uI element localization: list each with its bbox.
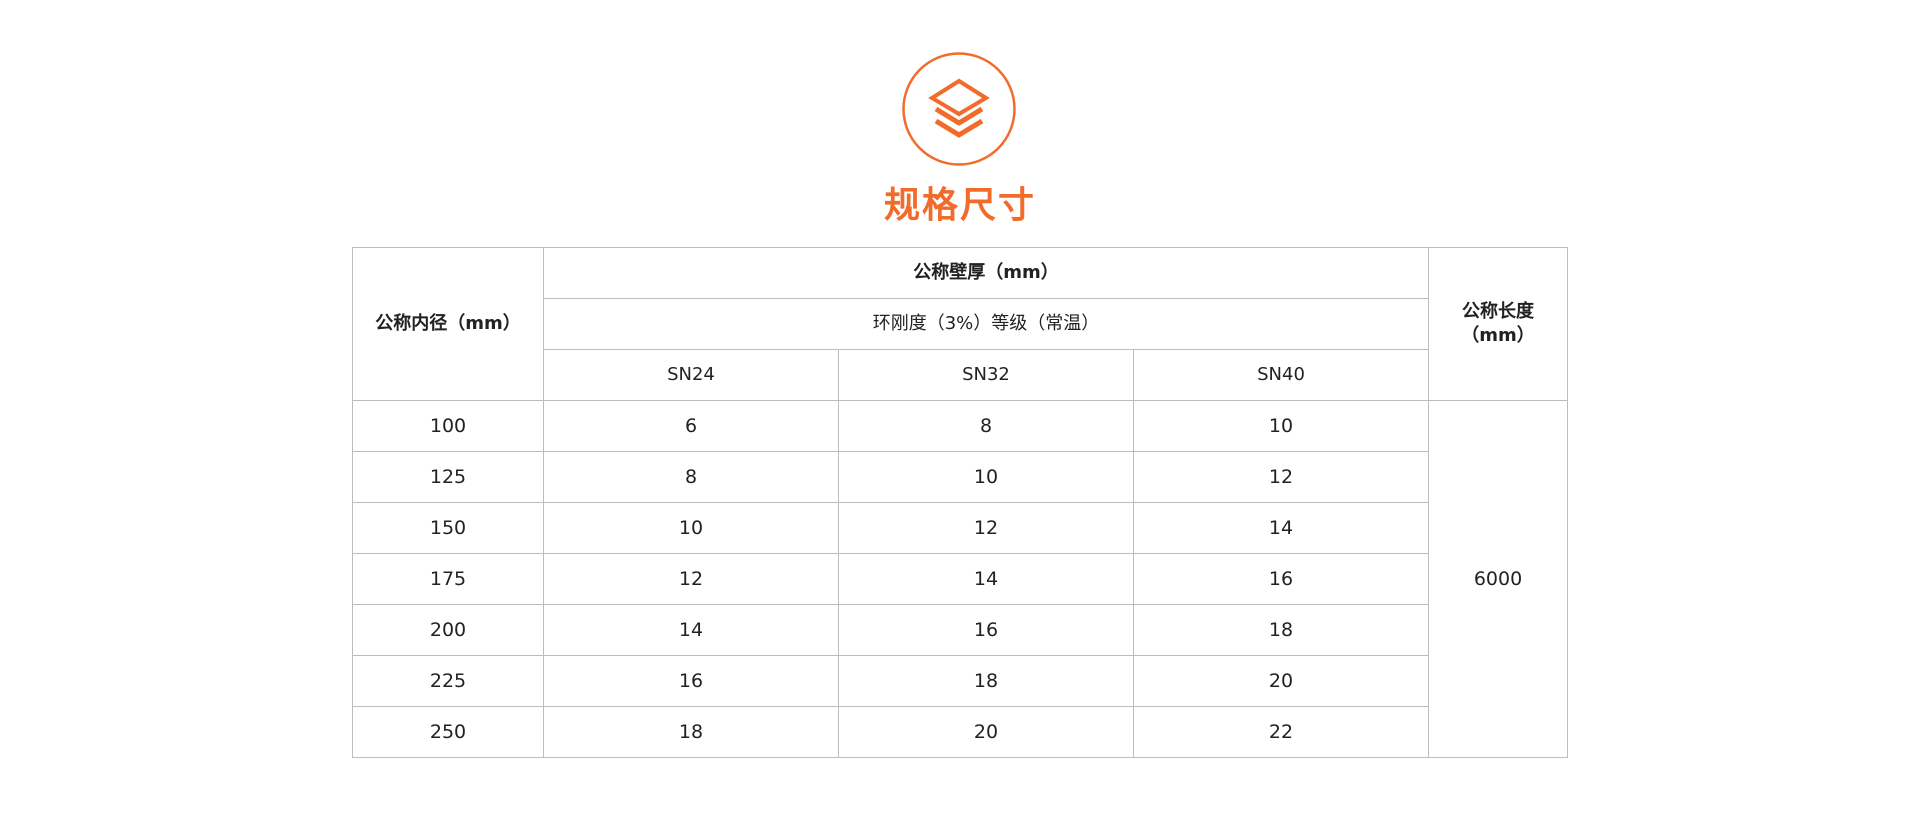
section-title: 规格尺寸 (883, 185, 1036, 226)
cell-thickness: 16 (543, 655, 839, 707)
cell-thickness: 18 (1132, 604, 1430, 656)
cell-thickness: 14 (1132, 502, 1430, 554)
cell-diameter: 175 (352, 553, 544, 605)
cell-thickness: 8 (838, 400, 1134, 452)
cell-thickness: 12 (543, 553, 839, 605)
cell-thickness: 12 (838, 502, 1134, 554)
table-row: 100 6 8 10 6000 (352, 400, 1569, 758)
header-inner-diameter: 公称内径（mm） (352, 247, 544, 401)
header-length-line2: （mm） (1461, 325, 1535, 346)
table-row: 150 10 12 14 (352, 502, 1568, 554)
header-stiffness-grade: 环刚度（3%）等级（常温） (542, 298, 1430, 350)
cell-diameter: 150 (352, 502, 544, 554)
layers-icon (902, 52, 1016, 166)
cell-thickness: 10 (838, 451, 1134, 503)
cell-thickness: 10 (543, 502, 839, 554)
cell-diameter: 250 (352, 706, 544, 758)
cell-thickness: 10 (1132, 400, 1430, 452)
table-row: 225 16 18 20 (352, 655, 1568, 707)
cell-thickness: 16 (1132, 553, 1430, 605)
cell-diameter: 225 (352, 655, 544, 707)
cell-diameter: 200 (352, 604, 544, 656)
header-length-line1: 公称长度 (1462, 301, 1535, 322)
header-wall-thickness: 公称壁厚（mm） (542, 247, 1430, 299)
cell-thickness: 16 (838, 604, 1134, 656)
table-row: 250 18 20 22 (352, 706, 1568, 758)
cell-thickness: 14 (838, 553, 1134, 605)
cell-thickness: 18 (838, 655, 1134, 707)
header-grade: SN24 (543, 349, 839, 401)
cell-thickness: 6 (543, 400, 839, 452)
header-grade: SN40 (1132, 349, 1430, 401)
cell-thickness: 18 (543, 706, 839, 758)
table-row: 125 8 10 12 (352, 451, 1568, 503)
cell-thickness: 14 (543, 604, 839, 656)
table-row: 175 12 14 16 (352, 553, 1568, 605)
cell-thickness: 20 (1132, 655, 1430, 707)
cell-thickness: 8 (543, 451, 839, 503)
cell-length: 6000 (1428, 400, 1569, 758)
cell-diameter: 125 (352, 451, 544, 503)
cell-thickness: 20 (838, 706, 1134, 758)
header-length: 公称长度 （mm） (1428, 247, 1569, 401)
header-grade: SN32 (838, 349, 1134, 401)
cell-thickness: 22 (1132, 706, 1430, 758)
table-row: 200 14 16 18 (352, 604, 1568, 656)
cell-thickness: 12 (1132, 451, 1430, 503)
spec-table: 公称内径（mm） 公称壁厚（mm） 公称长度 （mm） 环刚度（3%）等级（常温… (352, 247, 1569, 758)
cell-diameter: 100 (352, 400, 544, 452)
